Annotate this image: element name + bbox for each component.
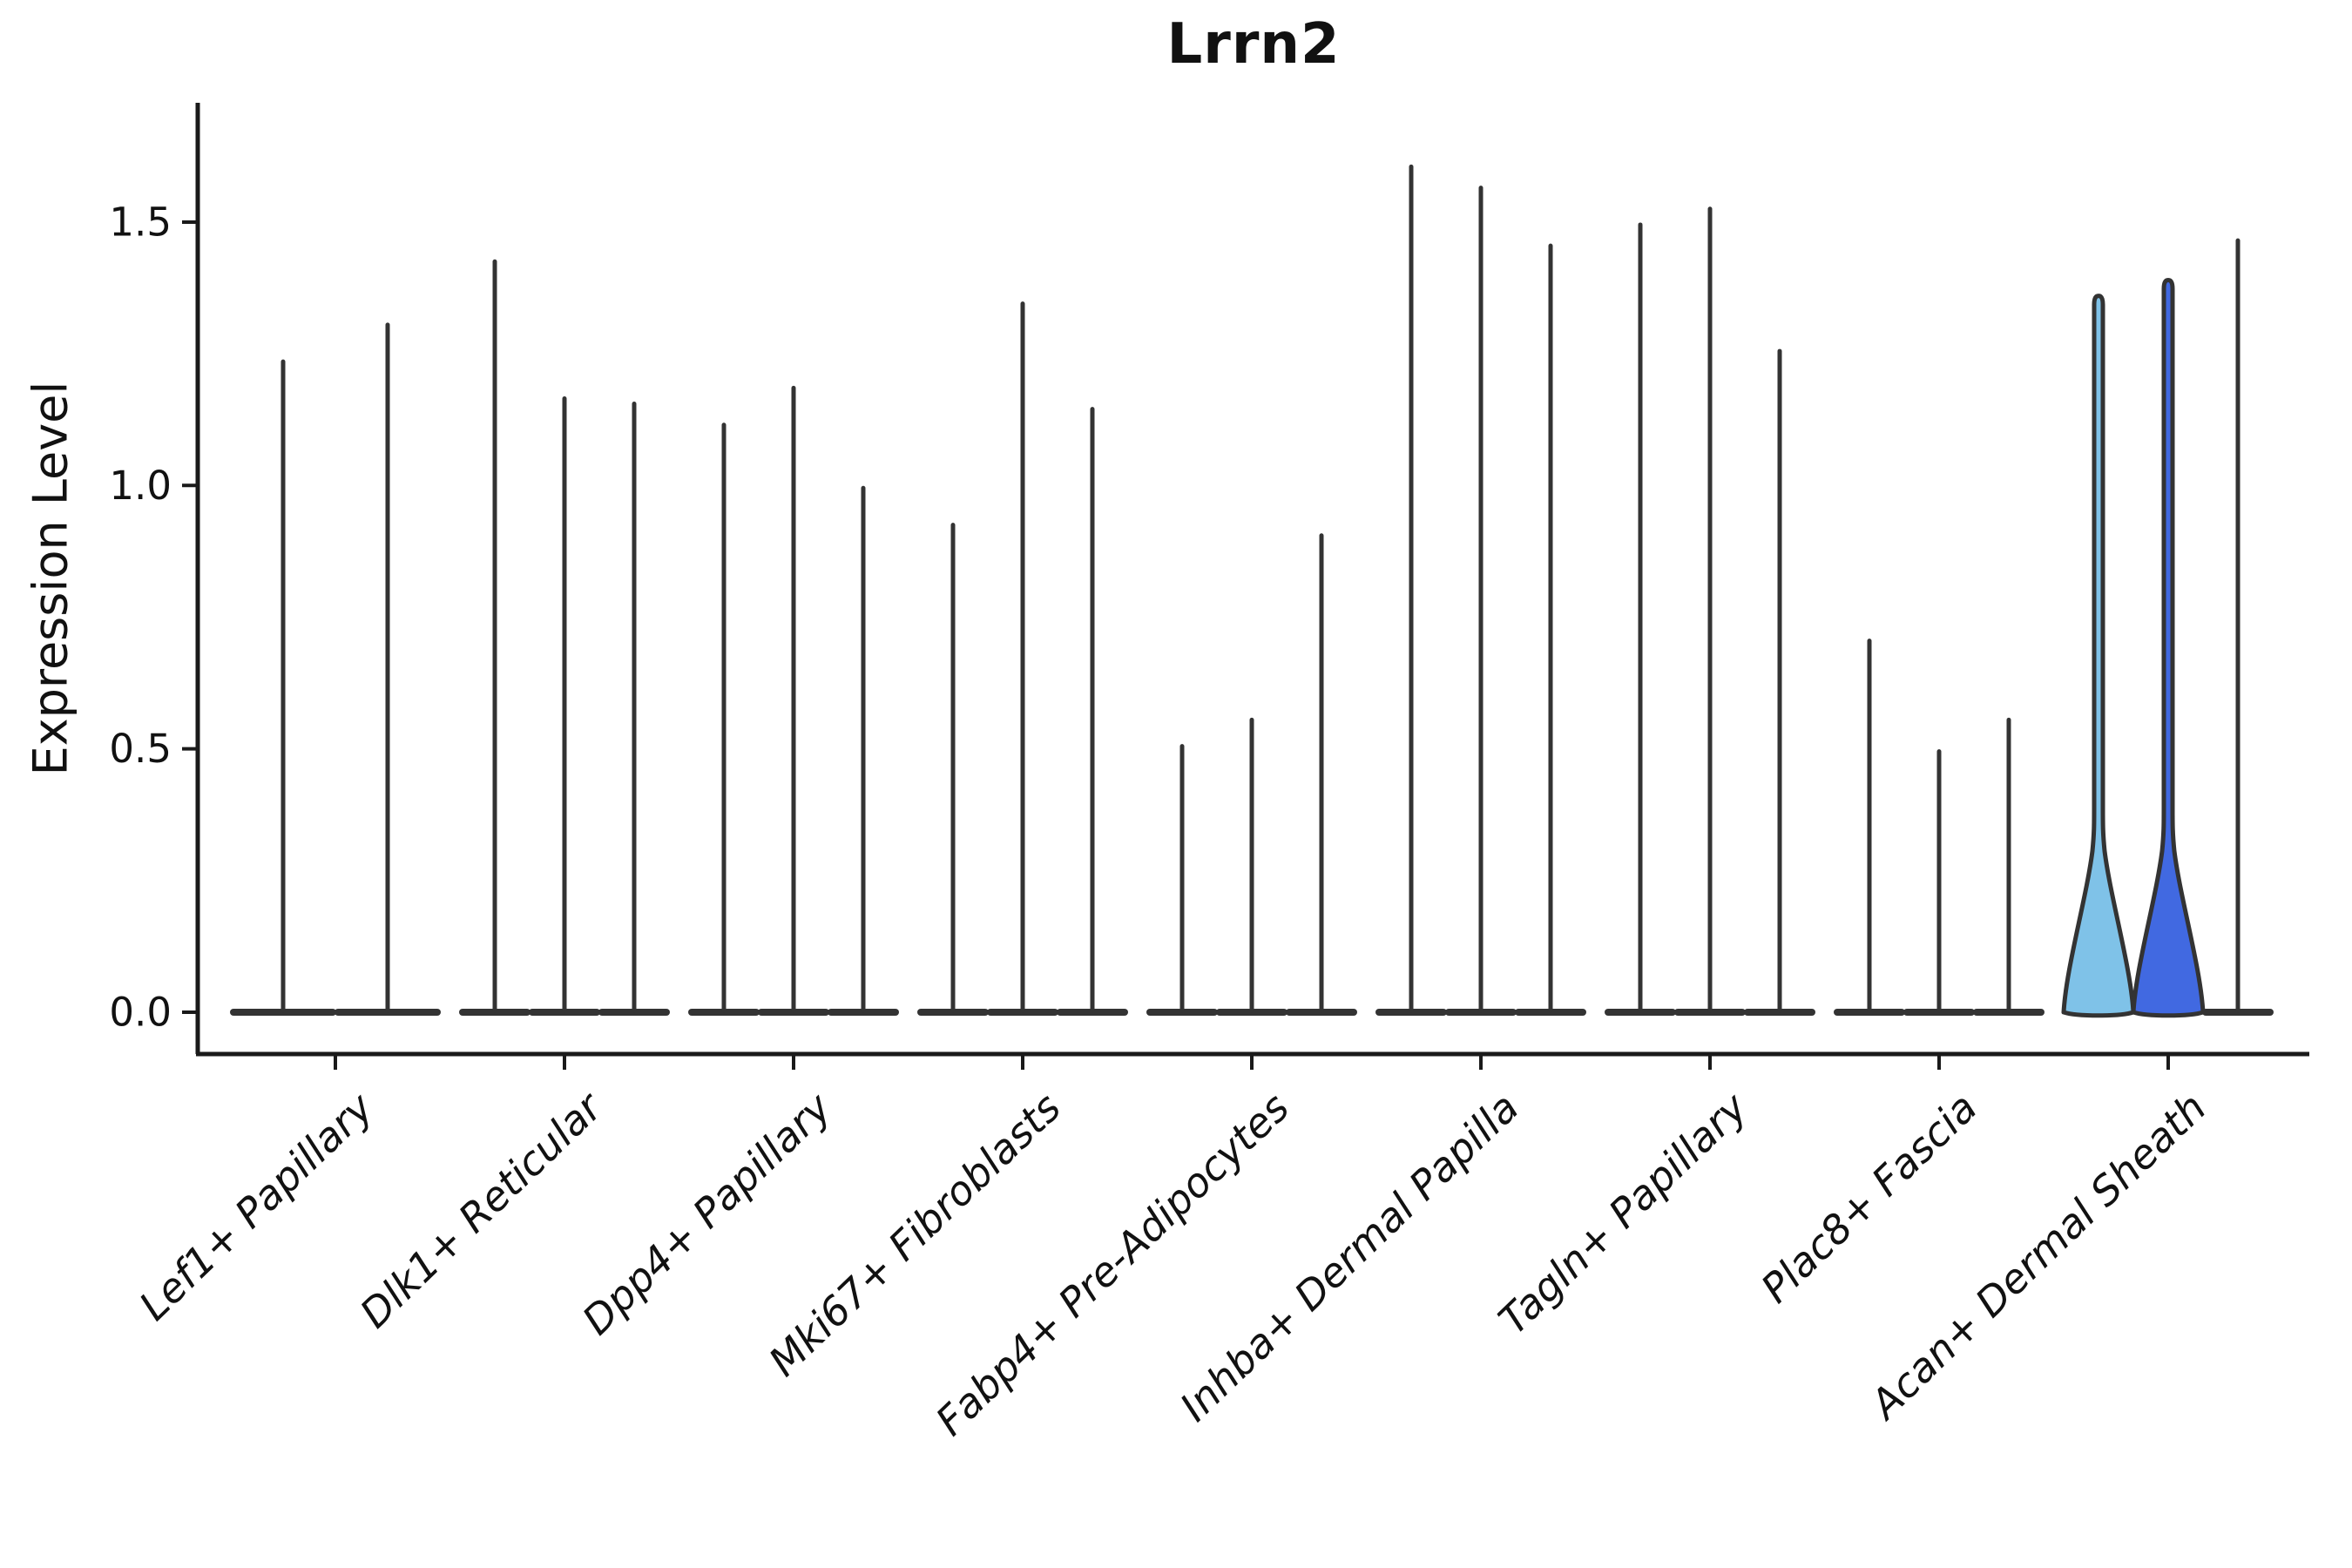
- violin-body: [2131, 277, 2206, 1018]
- y-axis-label: Expression Level: [23, 381, 78, 776]
- violin-body: [2061, 294, 2136, 1018]
- y-tick-label: 0.0: [109, 990, 172, 1036]
- y-tick-label: 0.5: [109, 726, 172, 772]
- y-tick-label: 1.0: [109, 463, 172, 509]
- y-tick-label: 1.5: [109, 199, 172, 245]
- plot-title: Lrrn2: [1166, 12, 1341, 77]
